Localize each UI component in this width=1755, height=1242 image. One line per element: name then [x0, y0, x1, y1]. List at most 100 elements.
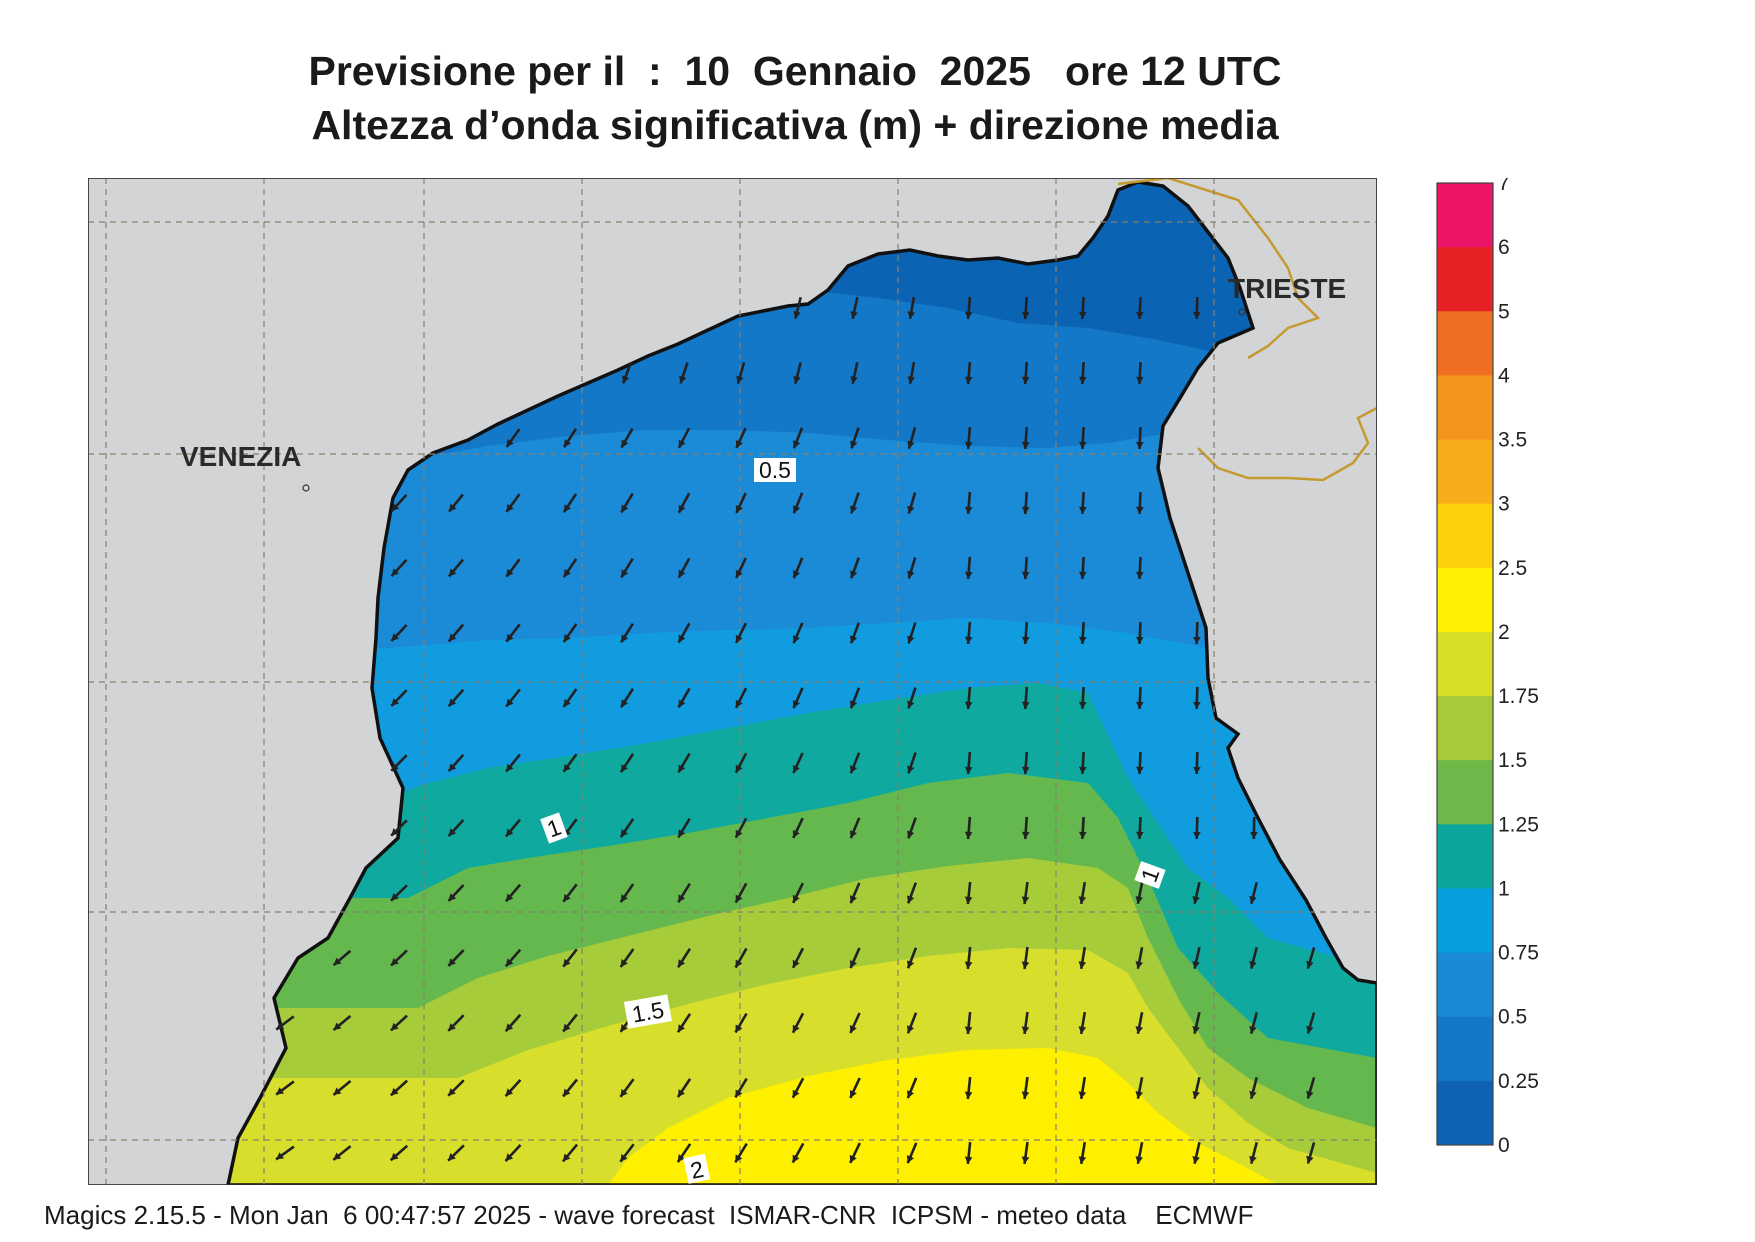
wave-arrow-head — [333, 957, 342, 966]
wave-arrow-head — [1306, 1155, 1314, 1164]
wave-arrow-head — [792, 829, 800, 838]
wave-arrow-head — [678, 439, 686, 448]
svg-text:1.5: 1.5 — [630, 996, 666, 1027]
wave-arrow-head — [563, 1088, 571, 1097]
wave-arrow-head — [677, 1089, 685, 1098]
wave-arrow-head — [735, 634, 743, 643]
wave-arrow-head — [563, 893, 571, 902]
legend-block — [1437, 183, 1493, 248]
wave-arrow-head — [677, 1154, 685, 1163]
wave-arrow-head — [564, 439, 572, 448]
wave-arrow-head — [735, 959, 743, 968]
wave-arrow-head — [1021, 1026, 1030, 1034]
wave-arrow-head — [620, 829, 628, 838]
wave-arrow-head — [964, 701, 973, 709]
legend-block — [1437, 631, 1493, 697]
wave-arrow-head — [506, 633, 514, 642]
wave-arrow-head — [792, 959, 800, 968]
wave-arrow-head — [964, 1026, 973, 1034]
legend-frame — [1436, 182, 1494, 1146]
colour-scale-legend: 7 6 5 4 3.5 3 2.5 2 1.75 1.5 1.25 1 0.75 0.5 0.25 0 — [1436, 178, 1539, 1157]
legend-tick-label: 4 — [1498, 364, 1510, 387]
legend-tick-label: 2 — [1498, 621, 1510, 644]
legend-block — [1437, 952, 1493, 1018]
legend-block — [1437, 567, 1493, 633]
wave-arrow-head — [1193, 831, 1201, 839]
legend-block — [1437, 760, 1493, 825]
svg-text:0.5: 0.5 — [759, 457, 791, 483]
wave-arrow-head — [621, 504, 629, 513]
wave-arrow-head — [448, 698, 457, 707]
lat-lon-grid — [88, 178, 1377, 1185]
wave-arrow-head — [1021, 441, 1030, 449]
wave-arrow-head — [906, 960, 915, 969]
venezia-marker — [302, 484, 310, 492]
wave-arrow-head — [964, 961, 973, 969]
wave-arrow-head — [391, 568, 400, 577]
wave-arrow-head — [964, 1091, 973, 1099]
wave-arrow-head — [964, 571, 973, 579]
wave-arrow-head — [907, 765, 915, 774]
legend-tick-label: 2.5 — [1498, 557, 1527, 580]
wave-arrow-head — [678, 699, 686, 708]
wave-arrow-head — [1078, 571, 1087, 579]
wave-arrow-head — [678, 894, 686, 903]
wave-arrow-head — [620, 1023, 628, 1032]
country-border — [1117, 178, 1377, 482]
wave-direction-arrows — [275, 296, 1316, 1165]
wave-arrow-head — [448, 828, 457, 837]
wave-arrow-head — [391, 828, 399, 836]
wave-arrow-head — [621, 439, 629, 448]
wave-arrow-head — [620, 1088, 628, 1097]
legend-tick-label: 1 — [1498, 877, 1510, 900]
wave-arrow-head — [391, 957, 399, 966]
wave-arrow-head — [907, 895, 915, 904]
wave-arrow-head — [1078, 311, 1087, 319]
wave-arrow-head — [907, 635, 915, 644]
legend-tick-label: 7 — [1498, 178, 1510, 195]
wave-arrow-head — [678, 1024, 686, 1033]
wave-arrow-head — [678, 764, 686, 773]
wave-arrow-head — [1021, 311, 1030, 319]
wave-arrow-head — [1250, 831, 1258, 839]
legend-block — [1437, 439, 1493, 505]
wave-arrow-head — [735, 1024, 743, 1033]
wave-arrow-head — [1135, 506, 1144, 514]
city-label-trieste: TRIESTE — [1228, 273, 1346, 304]
wave-arrow-head — [1135, 961, 1144, 969]
wave-arrow-head — [563, 958, 571, 967]
wave-arrow-head — [621, 634, 629, 643]
wave-arrow-head — [907, 440, 915, 449]
wave-arrow-head — [792, 440, 801, 449]
wave-arrow-head — [1078, 961, 1087, 969]
wave-arrow-head — [505, 1023, 514, 1032]
wave-arrow-head — [849, 1089, 857, 1098]
wave-arrow-head — [735, 569, 743, 578]
wave-arrow-head — [850, 635, 858, 644]
wave-arrow-head — [505, 828, 514, 837]
wave-arrow-head — [563, 504, 571, 513]
wave-arrow-head — [505, 893, 514, 902]
wave-arrow-head — [907, 830, 915, 839]
legend-block — [1437, 824, 1493, 889]
wave-arrow-head — [1135, 636, 1144, 644]
wave-arrow-head — [1078, 1091, 1087, 1099]
wave-arrow-head — [1021, 831, 1030, 839]
wave-arrow-head — [448, 633, 457, 642]
wave-arrow-head — [276, 1022, 285, 1030]
wave-arrow-head — [849, 830, 858, 839]
wave-arrow-head — [735, 504, 743, 513]
wave-arrow-head — [849, 895, 857, 904]
wave-arrow-head — [1021, 571, 1030, 579]
wave-arrow-head — [1135, 766, 1144, 774]
wave-arrow-head — [1135, 701, 1144, 709]
wave-arrow-head — [1135, 1026, 1144, 1034]
wave-arrow-head — [276, 1152, 285, 1160]
wave-arrow-head — [1021, 896, 1030, 904]
wave-arrow-head — [736, 375, 744, 384]
wave-arrow-head — [622, 375, 630, 384]
wave-arrow-head — [849, 700, 858, 709]
legend-block — [1437, 888, 1493, 954]
wave-arrow-head — [907, 311, 916, 319]
wave-arrow-head — [735, 440, 743, 449]
